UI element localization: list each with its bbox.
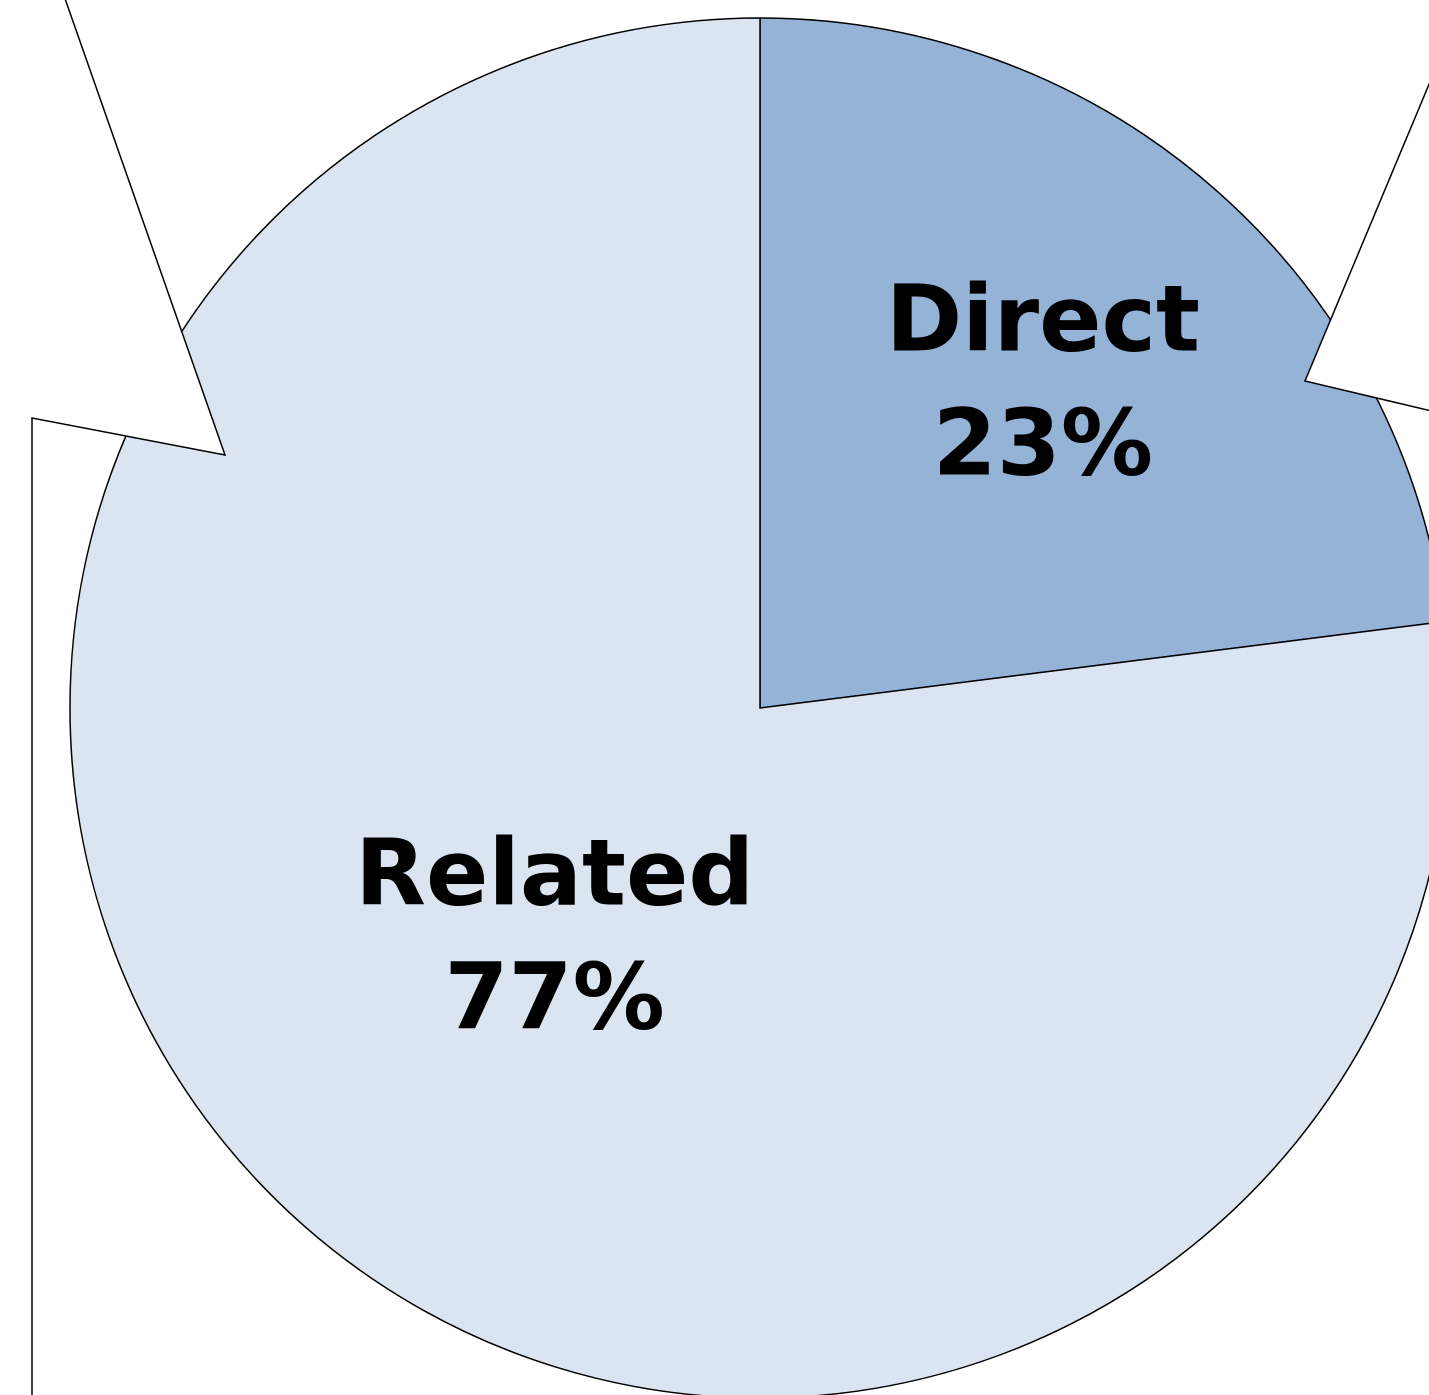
pie-slice (759, 17, 1429, 709)
callout-left-outline (31, 0, 227, 1395)
slice-value-label: 77% (445, 943, 665, 1050)
pie (69, 17, 1429, 1395)
pie-slice (69, 17, 1429, 1395)
labels: Direct 23% Related 77% (355, 265, 1200, 1050)
slice-value-label: 23% (933, 389, 1153, 496)
slice-category-label: Related (355, 819, 754, 926)
callout-right (1305, 84, 1429, 411)
slice-category-label: Direct (886, 265, 1200, 372)
callout-left (0, 0, 225, 455)
callout-right-outline (1303, 82, 1429, 412)
